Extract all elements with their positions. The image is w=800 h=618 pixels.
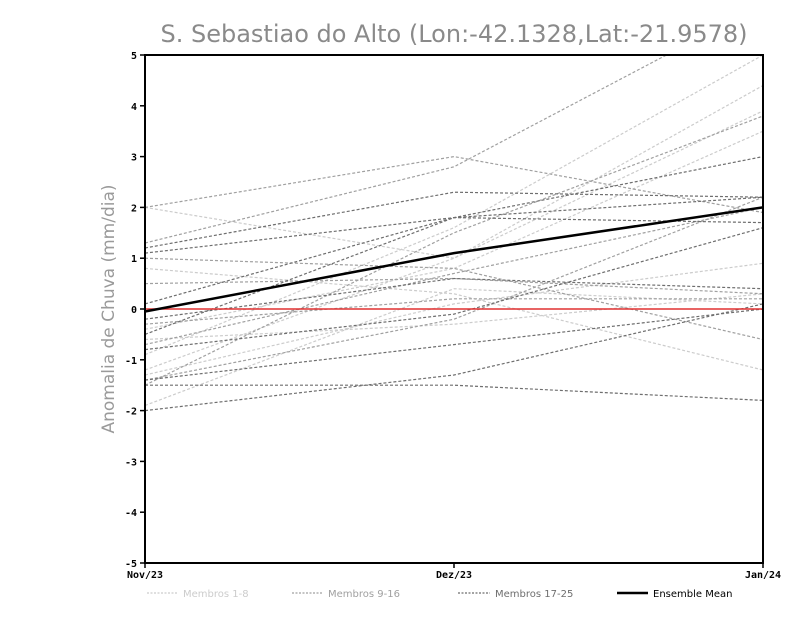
y-axis: -5 -4 -3 -2 -1 0 1 2 3 4 5 bbox=[125, 51, 145, 570]
y-tick-label: 4 bbox=[131, 102, 137, 113]
member-line-g3-8 bbox=[145, 216, 763, 254]
member-line-g1-8 bbox=[145, 110, 763, 371]
member-line-g2-4 bbox=[145, 55, 668, 244]
member-line-g2-7 bbox=[145, 257, 763, 341]
legend-label: Membros 17-25 bbox=[495, 589, 573, 600]
y-tick-label: -4 bbox=[125, 508, 137, 519]
member-line-g1-4 bbox=[145, 267, 763, 371]
member-line-g2-1 bbox=[145, 155, 763, 214]
member-line-g2-6 bbox=[145, 206, 763, 346]
member-line-g2-8 bbox=[145, 196, 763, 381]
ensemble-mean-line bbox=[144, 206, 764, 313]
member-line-g1-5 bbox=[145, 55, 763, 356]
member-line-g1-3 bbox=[145, 262, 763, 376]
legend: Membros 1-8 Membros 9-16 Membros 17-25 Ense… bbox=[147, 589, 732, 600]
member-line-g3-7 bbox=[145, 277, 763, 320]
x-tick-label: Dez/23 bbox=[436, 570, 472, 581]
member-line-g2-5 bbox=[145, 298, 763, 325]
member-line-g3-2 bbox=[145, 303, 763, 412]
y-tick-label: 3 bbox=[131, 153, 137, 164]
chart-title: S. Sebastiao do Alto (Lon:-42.1328,Lat:-… bbox=[160, 20, 747, 48]
legend-label: Membros 9-16 bbox=[328, 589, 400, 600]
legend-label: Ensemble Mean bbox=[653, 589, 732, 600]
member-line-g3-9 bbox=[145, 308, 763, 381]
member-line-g2-2 bbox=[145, 277, 763, 295]
member-line-g1-7 bbox=[145, 293, 763, 341]
y-axis-label: Anomalia de Chuva (mm/dia) bbox=[99, 184, 119, 433]
y-tick-label: 5 bbox=[131, 51, 137, 62]
y-tick-label: -3 bbox=[125, 457, 137, 468]
y-tick-label: 1 bbox=[131, 254, 137, 265]
x-tick-label: Jan/24 bbox=[745, 570, 781, 581]
member-lines bbox=[145, 55, 763, 412]
y-tick-label: 0 bbox=[131, 305, 137, 316]
x-axis: Nov/23 Dez/23 Jan/24 bbox=[127, 563, 781, 581]
legend-label: Membros 1-8 bbox=[183, 589, 249, 600]
member-line-g3-1 bbox=[145, 384, 763, 401]
y-tick-label: 2 bbox=[131, 203, 137, 214]
y-tick-label: -5 bbox=[125, 559, 137, 570]
y-tick-label: -2 bbox=[125, 407, 137, 418]
member-line-g3-4 bbox=[145, 191, 763, 249]
member-line-g3-6 bbox=[145, 227, 763, 351]
x-tick-label: Nov/23 bbox=[127, 570, 163, 581]
y-tick-label: -1 bbox=[125, 356, 137, 367]
